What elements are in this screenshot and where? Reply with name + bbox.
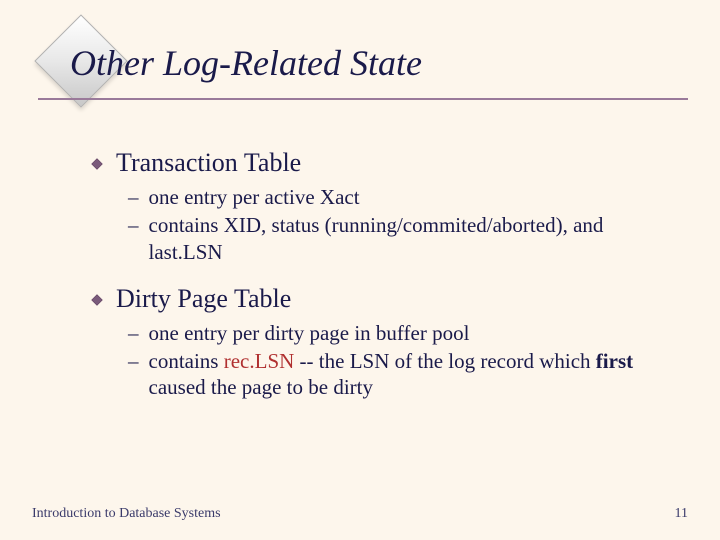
sub-item: – contains XID, status (running/commited… bbox=[128, 212, 680, 266]
sub-list: – one entry per dirty page in buffer poo… bbox=[128, 320, 680, 402]
diamond-bullet-icon bbox=[90, 293, 104, 307]
diamond-bullet-icon bbox=[90, 157, 104, 171]
title-underline bbox=[38, 98, 688, 100]
bullet-item: Dirty Page Table bbox=[90, 284, 680, 314]
footer-left: Introduction to Database Systems bbox=[32, 506, 221, 522]
dash-bullet-icon: – bbox=[128, 212, 139, 239]
sub-text-red: rec.LSN bbox=[224, 349, 295, 373]
sub-text: contains XID, status (running/commited/a… bbox=[149, 212, 681, 266]
sub-item: – one entry per dirty page in buffer poo… bbox=[128, 320, 680, 347]
sub-text: one entry per active Xact bbox=[149, 184, 681, 211]
content-area: Transaction Table – one entry per active… bbox=[90, 148, 680, 419]
sub-item: – contains rec.LSN -- the LSN of the log… bbox=[128, 348, 680, 402]
dash-bullet-icon: – bbox=[128, 184, 139, 211]
sub-text-pre: contains bbox=[149, 349, 224, 373]
slide-title: Other Log-Related State bbox=[70, 42, 422, 84]
sub-text-mid: -- the LSN of the log record which bbox=[294, 349, 596, 373]
dash-bullet-icon: – bbox=[128, 320, 139, 347]
footer-right-page-number: 11 bbox=[675, 506, 688, 522]
bullet-label: Dirty Page Table bbox=[116, 284, 291, 314]
dash-bullet-icon: – bbox=[128, 348, 139, 375]
bullet-label: Transaction Table bbox=[116, 148, 301, 178]
sub-text: contains rec.LSN -- the LSN of the log r… bbox=[149, 348, 681, 402]
bullet-item: Transaction Table bbox=[90, 148, 680, 178]
sub-text-post: caused the page to be dirty bbox=[149, 375, 374, 399]
sub-text-bold: first bbox=[596, 349, 633, 373]
slide: Other Log-Related State Transaction Tabl… bbox=[0, 0, 720, 540]
sub-text: one entry per dirty page in buffer pool bbox=[149, 320, 681, 347]
sub-list: – one entry per active Xact – contains X… bbox=[128, 184, 680, 266]
sub-item: – one entry per active Xact bbox=[128, 184, 680, 211]
